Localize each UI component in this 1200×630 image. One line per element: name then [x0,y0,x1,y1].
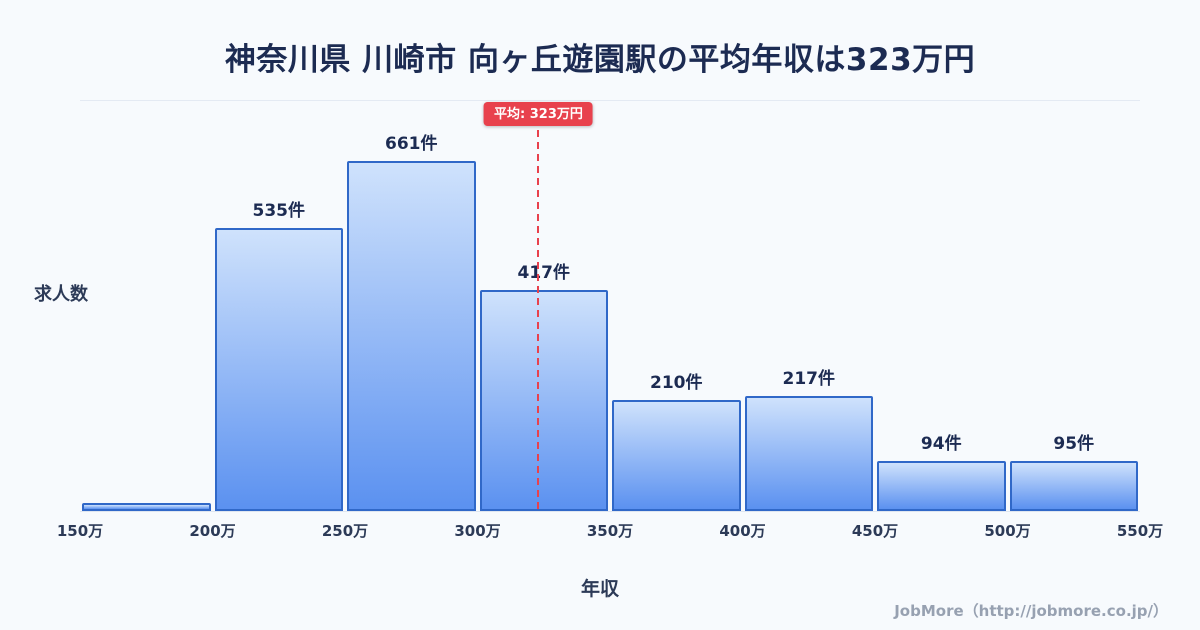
histogram-bar [214,228,343,511]
histogram-bar [82,503,211,511]
x-axis-label: 年収 [580,578,619,600]
histogram-bar [612,400,741,511]
plot-top-gridline [80,100,1140,101]
footer-credit: JobMore（http://jobmore.co.jp/） [894,602,1168,620]
y-axis-label: 求人数 [34,284,88,305]
bar-value-label: 95件 [1053,434,1095,454]
bar-value-label: 210件 [650,373,703,393]
x-tick-label: 500万 [984,522,1031,540]
x-tick-label: 550万 [1116,522,1164,540]
histogram-bar [877,461,1006,511]
histogram-bar [744,396,873,511]
x-tick-label: 300万 [454,522,501,540]
x-tick-label: 450万 [851,522,899,540]
page-title: 神奈川県 川崎市 向ヶ丘遊園駅の平均年収は323万円 [224,42,976,78]
bar-value-label: 217件 [782,369,836,389]
bar-value-label: 661件 [385,134,438,154]
histogram-bar [347,161,476,511]
average-badge: 平均: 323万円 [484,102,593,126]
average-line [537,130,540,511]
x-axis-ticks: 150万 200万 250万 300万 350万 400万 450万 500万 550万 [57,520,1163,542]
x-tick-label: 200万 [189,522,236,540]
bar-value-label: 94件 [920,434,962,454]
bar-value-label: 417件 [517,263,571,283]
histogram-bar [479,290,608,511]
x-tick-label: 400万 [719,522,766,540]
plot-area: 平均: 323万円 535件 661件 417件 210件 217件 94件 95件 [80,102,1140,512]
x-tick-label: 150万 [56,522,104,540]
bar-value-label: 535件 [252,201,306,221]
histogram-bar [1009,461,1138,511]
x-tick-label: 250万 [321,522,369,540]
x-tick-label: 350万 [586,522,634,540]
